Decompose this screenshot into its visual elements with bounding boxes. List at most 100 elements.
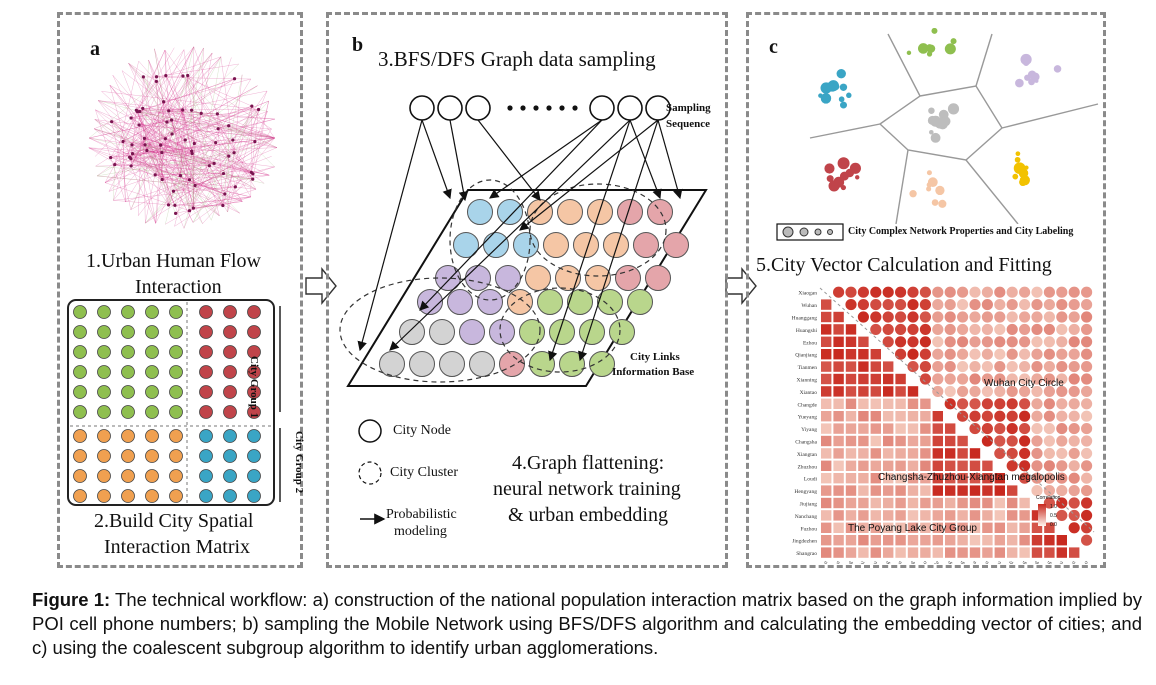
- heatmap-cell: [1006, 361, 1018, 373]
- network-node: [113, 163, 117, 167]
- panel-a: [57, 12, 303, 568]
- cluster-dot: [938, 199, 947, 208]
- heatmap-cell: [821, 311, 832, 323]
- heatmap-cell: [1081, 410, 1093, 422]
- heatmap-cell: [932, 535, 943, 546]
- colorbar-tick-2: 0.5: [1050, 513, 1057, 519]
- matrix-cell: [97, 345, 111, 359]
- heatmap-cell: [833, 473, 844, 484]
- heatmap-cell: [870, 522, 881, 533]
- heatmap-cell: [833, 547, 844, 558]
- heatmap-cell: [895, 386, 906, 397]
- heatmap-cell: [969, 448, 981, 459]
- heatmap-cell: [932, 547, 943, 558]
- heatmap-cell: [932, 510, 943, 521]
- legend-city-cluster: City Cluster: [390, 465, 459, 480]
- heatmap-cell: [870, 323, 882, 335]
- cluster-dot: [935, 185, 945, 196]
- network-node: [183, 138, 187, 142]
- heatmap-cell: [857, 311, 869, 323]
- heatmap-cell: [1056, 299, 1068, 311]
- network-node: [164, 73, 168, 78]
- heatmap-cell: [845, 522, 857, 533]
- heatmap-row-label: Xiantao: [800, 390, 818, 396]
- heatmap-cell: [907, 473, 919, 484]
- heatmap-row-label: Xiaogan: [798, 291, 817, 297]
- heatmap-cell: [821, 510, 832, 521]
- heatmap-cell: [821, 373, 832, 385]
- heatmap-cell: [981, 373, 993, 385]
- heatmap-cell: [895, 423, 906, 434]
- heatmap-cell: [895, 311, 907, 323]
- network-node: [253, 139, 257, 144]
- network-node: [166, 203, 171, 207]
- cluster-dot: [1019, 178, 1027, 187]
- heatmap-cell: [833, 485, 844, 496]
- heatmap-cell: [883, 460, 894, 471]
- cluster-dot: [1027, 70, 1037, 80]
- matrix-cell: [199, 345, 213, 359]
- heatmap-cell: [870, 373, 881, 385]
- graph-node: [587, 199, 613, 225]
- network-node: [154, 79, 159, 84]
- matrix-cell: [73, 385, 87, 399]
- heatmap-cell: [994, 311, 1006, 323]
- heatmap-cell: [1056, 435, 1068, 447]
- heatmap-cell: [821, 535, 832, 546]
- network-node: [207, 164, 211, 168]
- heatmap-cell: [969, 323, 981, 335]
- heatmap-cell: [1081, 435, 1093, 447]
- network-node: [154, 75, 159, 79]
- graph-node: [513, 232, 539, 258]
- matrix-cell: [73, 365, 87, 379]
- heatmap-cell: [857, 286, 869, 298]
- heatmap-col-label: Xiantao: [917, 560, 929, 564]
- panel-c-letter: c: [769, 36, 778, 58]
- cluster-dot: [906, 50, 912, 56]
- network-node: [187, 178, 192, 182]
- heatmap-cell: [1019, 336, 1031, 348]
- heatmap-cell: [845, 349, 857, 360]
- heatmap-cell: [969, 373, 981, 385]
- heatmap-cell: [1056, 509, 1068, 521]
- matrix-cell: [145, 449, 159, 463]
- heatmap-cell: [932, 497, 943, 509]
- heatmap-cell: [1019, 373, 1031, 385]
- heatmap-cell: [969, 473, 981, 484]
- heatmap-cell: [981, 361, 993, 373]
- heatmap-cell: [969, 547, 981, 558]
- heatmap-cell: [882, 336, 894, 348]
- heatmap-cell: [919, 373, 931, 385]
- matrix-cell: [169, 405, 183, 419]
- heatmap-cell: [969, 336, 981, 348]
- heatmap-cell: [1068, 522, 1080, 534]
- graph-node: [497, 199, 523, 225]
- heatmap-cell: [1068, 410, 1080, 422]
- graph-node: [557, 199, 583, 225]
- heatmap-cell: [833, 522, 844, 533]
- information-base-plane: [346, 189, 708, 387]
- heatmap-cell: [833, 286, 845, 298]
- heatmap-cell: [870, 510, 881, 521]
- matrix-cell: [121, 385, 135, 399]
- heatmap-cell: [1031, 535, 1043, 546]
- heatmap-cell: [1056, 336, 1068, 348]
- matrix-cell: [121, 429, 135, 443]
- heatmap-cell: [907, 423, 919, 434]
- heatmap-row-label: Xiangtan: [797, 452, 817, 458]
- cluster-dot: [820, 93, 832, 104]
- heatmap-row-label: Changsha: [795, 439, 817, 445]
- heatmap-cell: [969, 348, 981, 360]
- heatmap-cell: [895, 435, 906, 447]
- heatmap-cell: [1056, 472, 1068, 484]
- heatmap-cell: [858, 386, 869, 397]
- heatmap-cell: [1006, 398, 1018, 410]
- cluster-dot: [837, 157, 850, 170]
- matrix-cell: [121, 489, 135, 503]
- matrix-cell: [73, 449, 87, 463]
- heatmap-cell: [1019, 385, 1031, 397]
- heatmap-cell: [1019, 472, 1031, 484]
- heatmap-cell: [957, 336, 969, 348]
- heatmap-cell: [1019, 435, 1031, 447]
- network-node: [165, 120, 169, 124]
